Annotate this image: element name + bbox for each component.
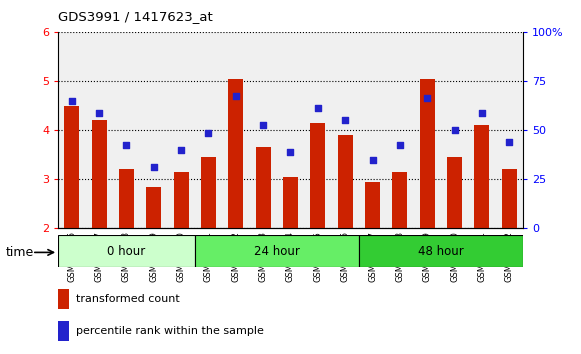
Bar bbox=[195, 235, 359, 267]
Point bbox=[95, 110, 104, 116]
Text: time: time bbox=[6, 246, 34, 259]
Bar bbox=[58, 235, 195, 267]
Point bbox=[204, 130, 213, 135]
Point bbox=[177, 147, 186, 153]
Point bbox=[422, 95, 432, 101]
Bar bbox=[392, 172, 407, 228]
Bar bbox=[338, 135, 353, 228]
Bar bbox=[174, 172, 189, 228]
Point bbox=[477, 110, 486, 116]
Bar bbox=[502, 170, 517, 228]
Bar bbox=[283, 177, 298, 228]
Bar bbox=[146, 187, 162, 228]
Bar bbox=[310, 123, 325, 228]
Text: percentile rank within the sample: percentile rank within the sample bbox=[76, 326, 263, 336]
Text: GDS3991 / 1417623_at: GDS3991 / 1417623_at bbox=[58, 10, 213, 23]
Point bbox=[286, 149, 295, 155]
Point bbox=[67, 98, 77, 103]
Point bbox=[313, 105, 322, 111]
Point bbox=[504, 139, 514, 145]
Bar bbox=[256, 147, 271, 228]
Bar bbox=[419, 79, 435, 228]
Bar bbox=[92, 120, 107, 228]
Bar bbox=[201, 157, 216, 228]
Bar bbox=[228, 79, 243, 228]
Bar bbox=[119, 170, 134, 228]
Text: 0 hour: 0 hour bbox=[107, 245, 146, 258]
Point bbox=[122, 142, 131, 148]
Bar bbox=[359, 235, 523, 267]
Text: 48 hour: 48 hour bbox=[418, 245, 464, 258]
Point bbox=[368, 157, 377, 162]
Bar bbox=[64, 105, 79, 228]
Bar bbox=[474, 125, 489, 228]
Point bbox=[149, 164, 159, 170]
Text: 24 hour: 24 hour bbox=[254, 245, 300, 258]
Point bbox=[395, 142, 404, 148]
Point bbox=[259, 122, 268, 128]
Point bbox=[231, 93, 241, 98]
Point bbox=[450, 127, 459, 133]
Bar bbox=[365, 182, 380, 228]
Text: transformed count: transformed count bbox=[76, 294, 180, 304]
Bar bbox=[447, 157, 462, 228]
Point bbox=[340, 118, 350, 123]
